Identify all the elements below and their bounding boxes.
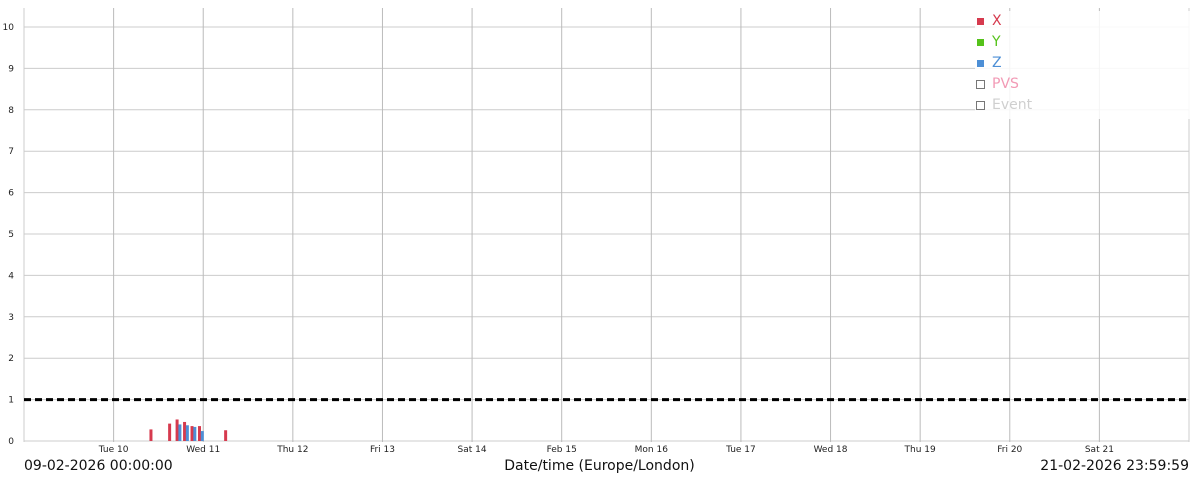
x-tick-label: Thu 19 [904,445,936,455]
y-tick-label: 3 [8,313,14,323]
grid-lines [23,8,1190,442]
y-axis-ticks: 0 1 2 3 4 5 6 7 8 9 10 [3,23,15,447]
legend-item-x[interactable]: X [975,11,1190,32]
x-range-end-label: 21-02-2026 23:59:59 [1040,458,1189,474]
x-tick-label: Wed 11 [186,445,220,455]
legend-item-pvs[interactable]: PVS [975,74,1190,95]
y-tick-label: 10 [3,23,15,33]
filled-square-icon [977,18,984,25]
bar-z [200,431,204,441]
x-range-start-label: 09-02-2026 00:00:00 [24,458,173,474]
x-tick-label: Thu 12 [276,445,308,455]
filled-square-icon [977,39,984,46]
x-tick-label: Sat 14 [458,445,487,455]
y-tick-label: 7 [8,147,14,157]
legend-item-event[interactable]: Event [975,95,1190,116]
legend-label: X [992,13,1002,29]
bar-z [193,426,197,441]
x-tick-label: Tue 10 [98,445,129,455]
legend-item-z[interactable]: Z [975,53,1190,74]
bar-x [224,430,228,441]
bar-x [149,429,153,441]
x-tick-label: Feb 15 [547,445,577,455]
legend-label: Z [992,55,1002,71]
y-tick-label: 9 [8,64,14,74]
chart-legend: X Y Z PVS Event [975,11,1190,119]
bar-z [185,425,189,441]
x-axis-title: Date/time (Europe/London) [504,458,695,474]
legend-label: PVS [992,76,1019,92]
bar-x [168,423,172,441]
x-tick-label: Fri 20 [997,445,1022,455]
y-tick-label: 5 [8,230,14,240]
empty-checkbox-icon [976,80,985,89]
empty-checkbox-icon [976,101,985,110]
y-tick-label: 2 [8,354,14,364]
bar-x [175,419,179,441]
y-tick-label: 4 [8,271,14,281]
y-tick-label: 0 [8,437,14,447]
x-tick-label: Sat 21 [1085,445,1114,455]
legend-label: Event [992,97,1033,113]
y-tick-label: 8 [8,106,14,116]
legend-label: Y [992,34,1001,50]
y-tick-label: 1 [8,396,14,406]
bar-x [183,421,187,441]
filled-square-icon [977,60,984,67]
bar-x [197,426,201,441]
x-tick-label: Tue 17 [725,445,756,455]
bar-x [190,426,194,441]
x-tick-label: Mon 16 [635,445,669,455]
x-axis-ticks: Tue 10 Wed 11 Thu 12 Fri 13 Sat 14 Feb 15 Mon … [98,445,1114,455]
legend-item-y[interactable]: Y [975,32,1190,53]
bar-series-layer [149,419,228,441]
bar-z [178,424,182,441]
x-tick-label: Wed 18 [814,445,848,455]
y-tick-label: 6 [8,189,14,199]
x-tick-label: Fri 13 [370,445,395,455]
